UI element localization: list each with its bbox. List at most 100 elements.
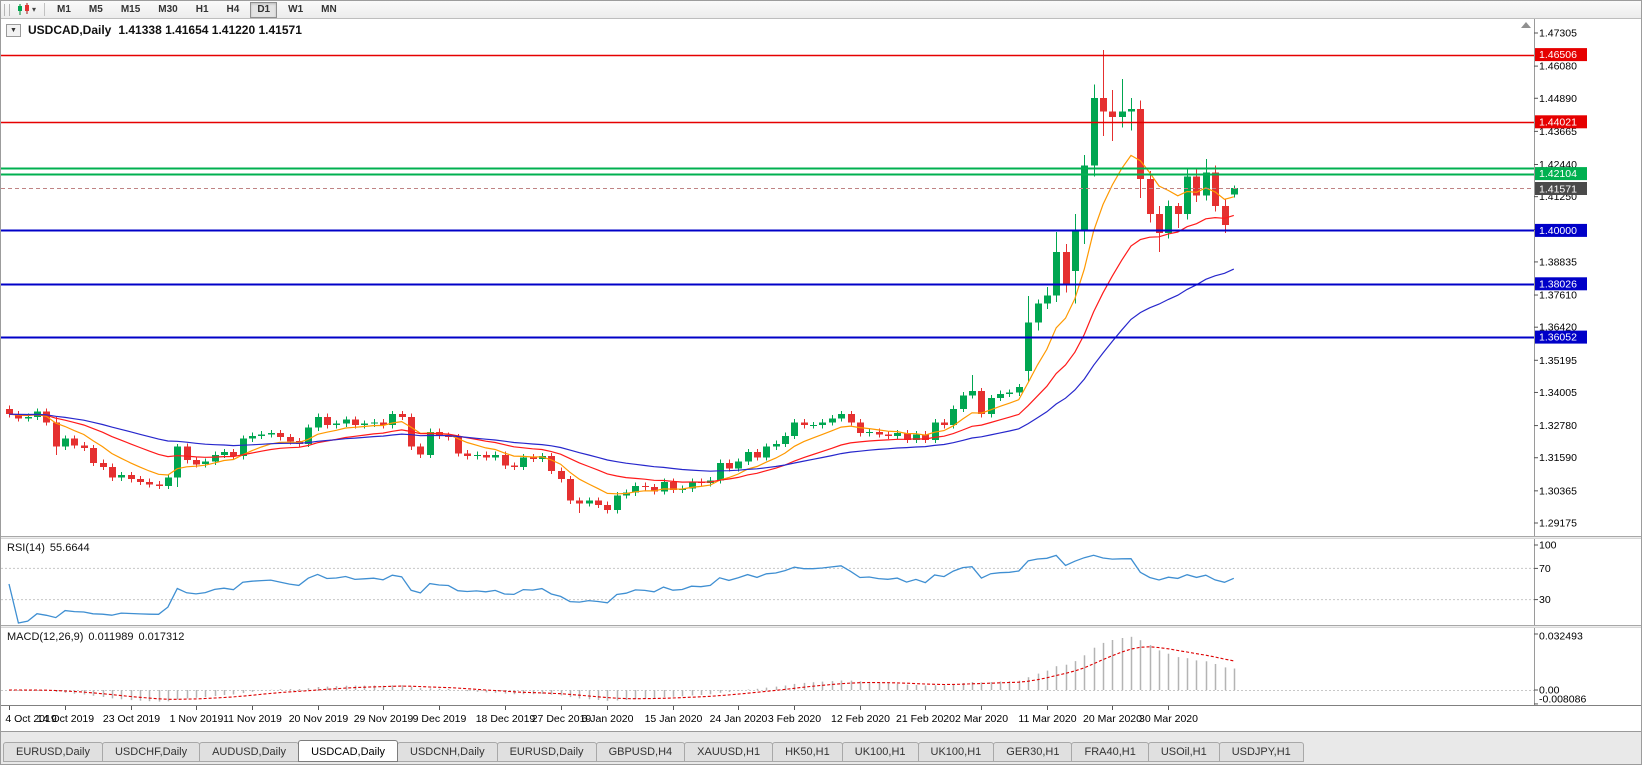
chart-tab-uk100-h1[interactable]: UK100,H1 [917, 742, 995, 762]
svg-text:12 Feb 2020: 12 Feb 2020 [831, 713, 890, 725]
timeframe-button-mn[interactable]: MN [321, 3, 337, 15]
chart-symbol-period: USDCAD,Daily [28, 23, 112, 37]
svg-text:70: 70 [1539, 563, 1551, 575]
chart-tab-ger30-h1[interactable]: GER30,H1 [993, 742, 1073, 762]
chart-tab-usoil-h1[interactable]: USOil,H1 [1147, 742, 1220, 762]
macd-name: MACD(12,26,9) [7, 631, 84, 643]
price-level-label [1535, 115, 1587, 129]
ma-line-ema40 [8, 268, 1235, 472]
timeframe-toolbar: ▾ M1 M5 M15 M30 H1 H4 D1 W1 MN [1, 1, 1641, 19]
current-price-label [1535, 182, 1587, 195]
svg-text:100: 100 [1539, 540, 1557, 552]
chart-tab-uk100-h1[interactable]: UK100,H1 [841, 742, 919, 762]
pane-splitter[interactable] [1, 536, 1641, 539]
svg-text:1.38026: 1.38026 [1539, 278, 1577, 290]
timeframe-button-h1[interactable]: H1 [195, 3, 209, 15]
svg-text:1.38835: 1.38835 [1539, 256, 1577, 268]
svg-text:1.41571: 1.41571 [1539, 184, 1577, 196]
ma-line-ema8 [8, 154, 1234, 495]
svg-text:1.32780: 1.32780 [1539, 420, 1577, 432]
svg-text:4 Oct 2019: 4 Oct 2019 [5, 713, 57, 725]
timeframe-buttons: M1 M5 M15 M30 H1 H4 D1 W1 MN [50, 1, 344, 18]
chart-title: ▼ USDCAD,Daily 1.41338 1.41654 1.41220 1… [6, 23, 302, 37]
timeframe-button-m30[interactable]: M30 [158, 3, 178, 15]
chart-tab-fra40-h1[interactable]: FRA40,H1 [1071, 742, 1149, 762]
svg-text:1.29175: 1.29175 [1539, 518, 1577, 530]
svg-text:20 Nov 2019: 20 Nov 2019 [289, 713, 349, 725]
svg-text:2 Mar 2020: 2 Mar 2020 [955, 713, 1008, 725]
svg-text:1.43665: 1.43665 [1539, 126, 1577, 138]
svg-text:20 Mar 2020: 20 Mar 2020 [1083, 713, 1142, 725]
rsi-pane[interactable]: 100 70 30 [1, 539, 1642, 625]
timeframe-button-m5[interactable]: M5 [88, 3, 103, 15]
timeframe-button-m15[interactable]: M15 [120, 3, 141, 15]
chart-tab-audusd-daily[interactable]: AUDUSD,Daily [199, 742, 300, 762]
svg-text:11 Mar 2020: 11 Mar 2020 [1018, 713, 1076, 725]
svg-text:29 Nov 2019: 29 Nov 2019 [354, 713, 414, 725]
toolbar-separator [44, 3, 46, 16]
chart-tab-usdcad-daily[interactable]: USDCAD,Daily [298, 740, 399, 762]
chart-tab-eurusd-daily[interactable]: EURUSD,Daily [496, 742, 597, 762]
chevron-down-icon: ▾ [32, 4, 37, 14]
price-level-label [1535, 330, 1587, 344]
chart-ohlc-values: 1.41338 1.41654 1.41220 1.41571 [118, 23, 302, 37]
svg-text:1.47305: 1.47305 [1539, 28, 1577, 40]
timeframe-button-w1[interactable]: W1 [288, 3, 304, 15]
svg-text:-0.008086: -0.008086 [1539, 694, 1586, 706]
svg-text:11 Nov 2019: 11 Nov 2019 [223, 713, 282, 725]
chart-tab-eurusd-daily[interactable]: EURUSD,Daily [3, 742, 103, 762]
chart-tab-usdchf-daily[interactable]: USDCHF,Daily [101, 742, 201, 762]
svg-text:14 Oct 2019: 14 Oct 2019 [37, 713, 94, 725]
chart-tab-xauusd-h1[interactable]: XAUUSD,H1 [684, 742, 774, 762]
svg-text:1.46080: 1.46080 [1539, 61, 1577, 73]
price-scale-toggle-icon[interactable] [1521, 22, 1531, 28]
svg-text:23 Oct 2019: 23 Oct 2019 [103, 713, 160, 725]
svg-text:1.44021: 1.44021 [1539, 116, 1577, 128]
svg-text:3 Feb 2020: 3 Feb 2020 [768, 713, 821, 725]
timeframe-button-d1[interactable]: D1 [250, 1, 278, 18]
pane-splitter-2[interactable] [1, 625, 1641, 628]
timeframe-button-m1[interactable]: M1 [57, 3, 71, 15]
price-level-label [1535, 167, 1587, 181]
rsi-value: 55.6644 [49, 542, 90, 554]
macd-label: MACD(12,26,9) 0.011989 0.017312 [7, 631, 189, 643]
timeframe-button-h4[interactable]: H4 [226, 3, 240, 15]
chart-type-button[interactable]: ▾ [14, 2, 39, 17]
collapse-chart-icon[interactable]: ▼ [6, 23, 21, 37]
price-chart-pane[interactable]: 1.473051.460801.448901.436651.424401.412… [1, 19, 1642, 536]
svg-text:0.032493: 0.032493 [1539, 631, 1583, 643]
macd-pane[interactable]: 0.032493 0.00-0.008086 [1, 628, 1642, 705]
svg-text:15 Jan 2020: 15 Jan 2020 [645, 713, 703, 725]
svg-text:24 Jan 2020: 24 Jan 2020 [710, 713, 768, 725]
svg-text:1.30365: 1.30365 [1539, 485, 1577, 497]
svg-text:0.00: 0.00 [1539, 685, 1560, 697]
chart-tab-hk50-h1[interactable]: HK50,H1 [772, 742, 843, 762]
toolbar-grip[interactable] [4, 3, 10, 16]
svg-text:1.37610: 1.37610 [1539, 290, 1577, 302]
rsi-name: RSI(14) [7, 542, 45, 554]
svg-text:27 Dec 2019: 27 Dec 2019 [532, 713, 592, 725]
svg-text:1.42104: 1.42104 [1539, 168, 1577, 180]
macd-signal-value: 0.017312 [138, 631, 185, 643]
price-level-label [1535, 277, 1587, 291]
chart-tab-gbpusd-h4[interactable]: GBPUSD,H4 [595, 742, 686, 762]
svg-text:1.35195: 1.35195 [1539, 355, 1577, 367]
chart-tab-usdcnh-daily[interactable]: USDCNH,Daily [397, 742, 498, 762]
svg-text:1 Nov 2019: 1 Nov 2019 [170, 713, 224, 725]
chart-tabs-bar: EURUSD,Daily USDCHF,Daily AUDUSD,Daily USDC… [1, 731, 1641, 764]
svg-text:21 Feb 2020: 21 Feb 2020 [896, 713, 955, 725]
candlestick-series [6, 49, 1238, 514]
candlestick-chart-icon [18, 3, 29, 15]
chart-tab-usdjpy-h1[interactable]: USDJPY,H1 [1218, 742, 1304, 762]
rsi-line [8, 554, 1235, 624]
svg-text:6 Jan 2020: 6 Jan 2020 [582, 713, 634, 725]
macd-histogram [17, 636, 1236, 702]
rsi-label: RSI(14) 55.6644 [7, 542, 95, 554]
svg-text:30: 30 [1539, 594, 1551, 606]
price-level-label [1535, 223, 1587, 237]
macd-main-value: 0.011989 [88, 631, 134, 643]
svg-text:1.34005: 1.34005 [1539, 387, 1577, 399]
svg-text:1.31590: 1.31590 [1539, 452, 1577, 464]
price-level-label [1535, 48, 1587, 62]
